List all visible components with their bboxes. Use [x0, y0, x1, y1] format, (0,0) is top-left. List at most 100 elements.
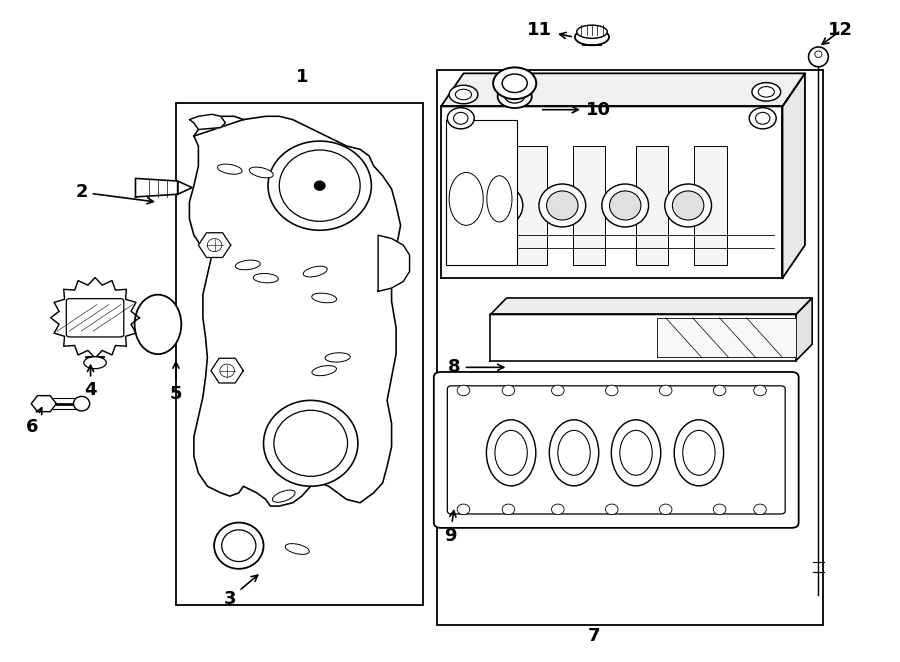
Ellipse shape [552, 385, 564, 396]
Ellipse shape [74, 397, 90, 411]
Ellipse shape [620, 430, 652, 475]
Text: 12: 12 [828, 21, 853, 40]
Ellipse shape [660, 504, 672, 514]
Ellipse shape [752, 83, 780, 101]
Ellipse shape [486, 420, 536, 486]
Ellipse shape [220, 364, 234, 377]
FancyBboxPatch shape [447, 386, 785, 514]
Ellipse shape [268, 141, 372, 230]
Ellipse shape [749, 108, 776, 129]
Ellipse shape [602, 184, 649, 227]
Ellipse shape [683, 430, 716, 475]
Ellipse shape [264, 401, 358, 487]
Ellipse shape [502, 504, 515, 514]
Text: 3: 3 [223, 575, 257, 608]
Ellipse shape [672, 191, 704, 220]
Ellipse shape [325, 353, 350, 362]
Ellipse shape [454, 113, 468, 124]
Ellipse shape [495, 430, 527, 475]
Polygon shape [136, 178, 177, 197]
FancyBboxPatch shape [434, 372, 798, 528]
Ellipse shape [606, 504, 618, 514]
Ellipse shape [558, 430, 590, 475]
Polygon shape [657, 318, 796, 357]
Bar [456, 146, 489, 265]
Ellipse shape [814, 51, 822, 58]
Text: 1: 1 [295, 68, 308, 85]
Ellipse shape [274, 410, 347, 477]
Ellipse shape [611, 420, 661, 486]
Ellipse shape [447, 108, 474, 129]
Ellipse shape [207, 238, 221, 252]
Ellipse shape [539, 184, 586, 227]
Ellipse shape [493, 68, 536, 99]
Text: 7: 7 [588, 627, 600, 645]
Polygon shape [32, 396, 57, 412]
Ellipse shape [483, 191, 515, 220]
Polygon shape [189, 117, 400, 506]
Ellipse shape [253, 273, 278, 283]
Ellipse shape [236, 260, 260, 270]
Ellipse shape [808, 47, 828, 67]
Polygon shape [441, 107, 782, 278]
Text: 6: 6 [26, 408, 41, 436]
Ellipse shape [753, 385, 766, 396]
Text: 9: 9 [444, 510, 456, 545]
Polygon shape [177, 181, 192, 194]
Ellipse shape [665, 184, 712, 227]
Ellipse shape [487, 175, 512, 222]
Ellipse shape [674, 420, 724, 486]
Ellipse shape [312, 365, 337, 376]
Bar [515, 146, 547, 265]
Text: 11: 11 [527, 21, 572, 40]
Ellipse shape [449, 85, 478, 104]
Ellipse shape [285, 544, 310, 554]
Ellipse shape [303, 266, 328, 277]
Bar [695, 146, 727, 265]
Ellipse shape [498, 85, 532, 108]
Ellipse shape [505, 90, 525, 103]
Ellipse shape [279, 150, 360, 221]
Ellipse shape [449, 173, 483, 225]
Ellipse shape [457, 504, 470, 514]
Ellipse shape [476, 184, 523, 227]
Ellipse shape [84, 357, 106, 369]
Polygon shape [796, 298, 812, 361]
Bar [436, 70, 823, 625]
Ellipse shape [221, 530, 256, 561]
Ellipse shape [714, 385, 726, 396]
Ellipse shape [502, 74, 527, 93]
Ellipse shape [552, 504, 564, 514]
Ellipse shape [311, 293, 337, 303]
Bar [176, 103, 423, 605]
Polygon shape [491, 314, 796, 361]
Text: 5: 5 [170, 362, 182, 402]
Text: 8: 8 [448, 358, 504, 376]
Ellipse shape [455, 89, 472, 100]
Bar [573, 146, 606, 265]
Polygon shape [441, 73, 805, 107]
Polygon shape [491, 298, 812, 314]
Ellipse shape [758, 87, 774, 97]
Polygon shape [198, 233, 230, 258]
Ellipse shape [714, 504, 726, 514]
Ellipse shape [753, 504, 766, 514]
Ellipse shape [249, 167, 274, 178]
Text: 2: 2 [76, 183, 153, 204]
Ellipse shape [755, 113, 770, 124]
Ellipse shape [577, 25, 608, 38]
Ellipse shape [546, 191, 578, 220]
Polygon shape [211, 358, 243, 383]
Bar [636, 146, 669, 265]
Ellipse shape [549, 420, 598, 486]
Ellipse shape [314, 181, 325, 190]
Text: 4: 4 [85, 365, 97, 399]
Polygon shape [378, 235, 410, 291]
Bar [446, 120, 518, 265]
Polygon shape [50, 277, 140, 358]
FancyBboxPatch shape [67, 299, 124, 337]
Ellipse shape [214, 522, 264, 569]
Polygon shape [189, 115, 225, 130]
Ellipse shape [273, 490, 295, 502]
Ellipse shape [502, 385, 515, 396]
